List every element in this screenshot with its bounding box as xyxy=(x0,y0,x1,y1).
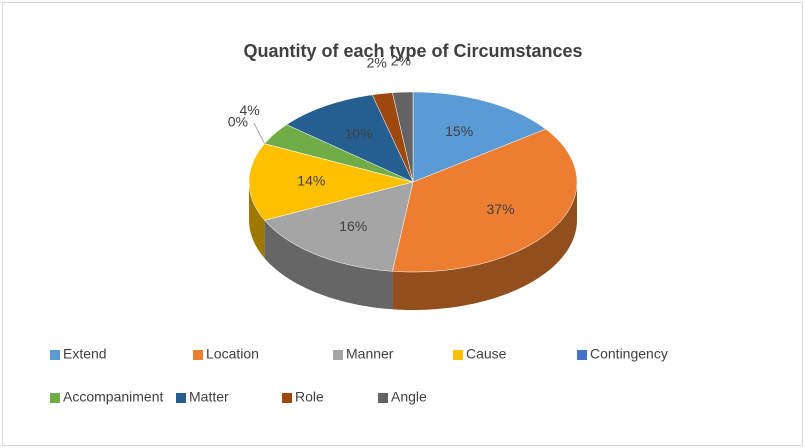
slice-side xyxy=(264,220,393,310)
data-label: 16% xyxy=(339,218,367,234)
chart-title: Quantity of each type of Circumstances xyxy=(243,41,582,61)
data-label: 4% xyxy=(239,102,259,118)
legend-label: Matter xyxy=(189,389,229,405)
slice xyxy=(264,181,414,272)
leader-line xyxy=(253,122,266,144)
slice xyxy=(371,92,414,183)
slice xyxy=(286,94,414,183)
legend-swatch xyxy=(176,393,186,403)
slice-side xyxy=(249,182,265,259)
pie-sides xyxy=(249,182,577,310)
legend-label: Location xyxy=(206,346,259,362)
legend-swatch xyxy=(193,350,203,360)
slice xyxy=(392,128,578,273)
data-label: 2% xyxy=(391,53,411,69)
pie-tops xyxy=(248,91,578,273)
legend-label: Accompaniment xyxy=(63,389,163,405)
data-label: 2% xyxy=(367,54,387,70)
data-label: 0% xyxy=(228,113,248,129)
data-label: 37% xyxy=(487,201,515,217)
slice xyxy=(264,124,414,183)
data-label: 15% xyxy=(445,123,473,139)
legend-swatch xyxy=(577,350,587,360)
legend-label: Extend xyxy=(63,346,107,362)
legend-swatch xyxy=(453,350,463,360)
legend-swatch xyxy=(50,350,60,360)
legend-swatch xyxy=(282,393,292,403)
data-label: 10% xyxy=(345,126,373,142)
slice xyxy=(392,91,414,183)
legend-label: Role xyxy=(295,389,324,405)
pie-labels: 15% 37% 16% 14% 0%4% 10% 2% 2% xyxy=(228,53,515,234)
legend-swatch xyxy=(378,393,388,403)
legend-label: Manner xyxy=(346,346,394,362)
legend-swatch xyxy=(333,350,343,360)
legend-label: Angle xyxy=(391,389,427,405)
legend-label: Contingency xyxy=(590,346,668,362)
legend-swatch xyxy=(50,393,60,403)
data-label: 14% xyxy=(297,173,325,189)
slice-side xyxy=(392,182,577,310)
slice xyxy=(412,91,547,183)
slice xyxy=(248,143,414,221)
legend-label: Cause xyxy=(466,346,507,362)
